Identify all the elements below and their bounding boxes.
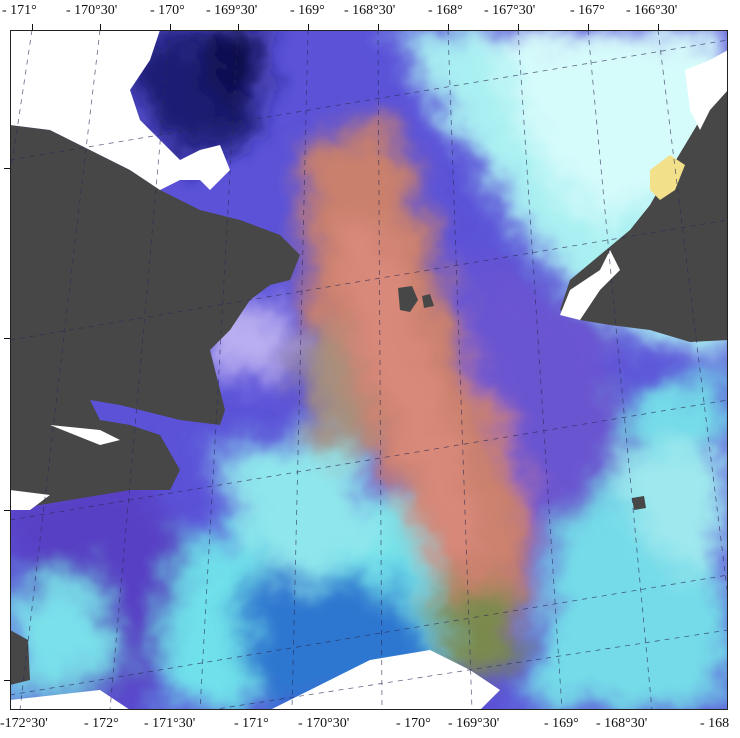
bottom-label-172: - 172°: [84, 716, 119, 731]
bottom-label-170: - 170°: [396, 716, 431, 731]
bottom-label-171-30: - 171°30': [144, 716, 196, 731]
cloud-mask: [10, 30, 728, 710]
top-label-168-30: - 168°30': [344, 3, 396, 18]
ocean-color-map[interactable]: [10, 30, 728, 710]
top-label-169: - 169°: [290, 3, 325, 18]
ocean-color-composite: [10, 30, 728, 710]
map-svg: [10, 30, 728, 710]
yellow-patch: [650, 155, 685, 200]
top-label-169-30: - 169°30': [206, 3, 258, 18]
top-label-167: - 167°: [570, 3, 605, 18]
bottom-label-169: - 169°: [544, 716, 579, 731]
bottom-label-169-30: - 169°30': [448, 716, 500, 731]
bottom-label-168-30: - 168°30': [596, 716, 648, 731]
bottom-label-168: - 168: [700, 716, 730, 731]
bottom-label-170-30: - 170°30': [298, 716, 350, 731]
top-label-170-30: - 170°30': [66, 3, 118, 18]
graticule: [10, 30, 728, 710]
top-label-167-30: - 167°30': [484, 3, 536, 18]
top-label-166-30: - 166°30': [626, 3, 678, 18]
bottom-label-171: - 171°: [234, 716, 269, 731]
bottom-label-172-30: -172°30': [0, 716, 48, 731]
top-label-168: - 168°: [428, 3, 463, 18]
top-label-171: - 171°: [2, 3, 37, 18]
top-label-170: - 170°: [150, 3, 185, 18]
